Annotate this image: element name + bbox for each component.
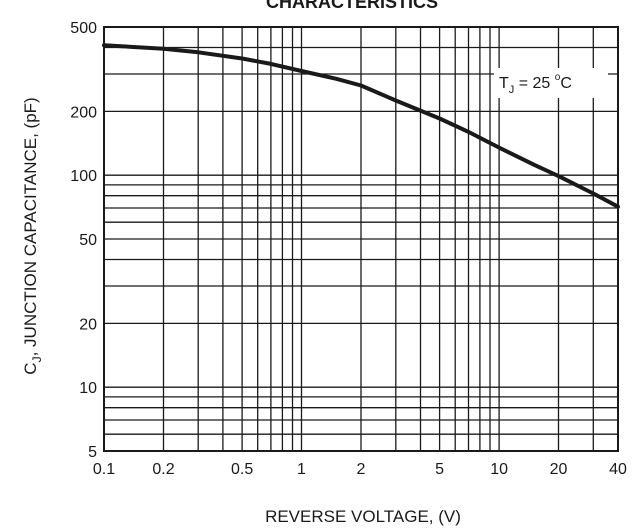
y-axis-label-rest: , JUNCTION CAPACITANCE, (pF) — [21, 97, 40, 356]
y-tick-label: 10 — [79, 380, 97, 397]
x-tick-label: 20 — [550, 461, 568, 478]
annotation-degree: o — [555, 72, 561, 83]
annotation-main: T — [499, 75, 509, 92]
annotation-text: TJ = 25 oC — [499, 72, 572, 96]
plot-border — [103, 26, 619, 452]
annotation-rest: = 25 — [514, 75, 554, 92]
x-tick-label: 40 — [609, 461, 627, 478]
x-tick-label: 2 — [357, 461, 366, 478]
x-tick-label: 0.5 — [231, 461, 253, 478]
chart-title: CHARACTERISTICS — [266, 0, 438, 12]
annotation-box — [494, 68, 608, 98]
y-tick-label: 500 — [70, 20, 97, 37]
x-tick-label: 5 — [435, 461, 444, 478]
y-axis-label-main: C — [21, 362, 40, 374]
y-tick-label: 5 — [88, 444, 97, 461]
y-axis-label: CJ, JUNCTION CAPACITANCE, (pF) — [21, 97, 44, 374]
annotation-unit: C — [560, 75, 572, 92]
capacitance-curve — [102, 43, 620, 209]
y-tick-labels: 5 10 20 50 100 200 500 — [70, 20, 97, 461]
x-tick-label: 0.2 — [152, 461, 174, 478]
annotation-sub: J — [509, 84, 515, 96]
x-tick-label: 0.1 — [93, 461, 115, 478]
temperature-annotation: TJ = 25 oC — [494, 68, 608, 98]
x-axis-label: REVERSE VOLTAGE, (V) — [265, 507, 461, 526]
x-tick-labels: 0.1 0.2 0.5 1 2 5 10 20 40 — [93, 461, 627, 478]
x-tick-label: 10 — [490, 461, 508, 478]
y-tick-label: 20 — [79, 316, 97, 333]
y-axis-label-sub: J — [30, 356, 44, 362]
y-tick-label: 50 — [79, 232, 97, 249]
plot-frame — [103, 26, 619, 452]
x-tick-label: 1 — [297, 461, 306, 478]
y-tick-label: 200 — [70, 104, 97, 121]
y-tick-label: 100 — [70, 168, 97, 185]
curve-layer — [102, 43, 620, 209]
